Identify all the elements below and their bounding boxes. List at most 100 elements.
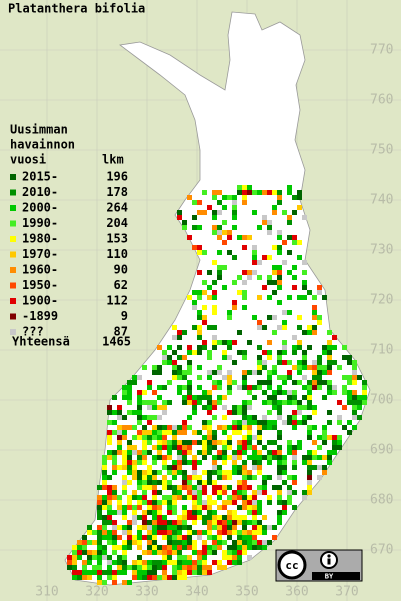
observation-square <box>177 375 182 380</box>
observation-square <box>192 460 197 465</box>
observation-square <box>162 475 167 480</box>
observation-square <box>237 190 242 195</box>
observation-square <box>277 460 282 465</box>
observation-square <box>142 495 147 500</box>
observation-square <box>207 400 212 405</box>
observation-square <box>167 465 172 470</box>
observation-square <box>257 225 262 230</box>
observation-square <box>287 475 292 480</box>
observation-square <box>152 445 157 450</box>
observation-square <box>137 475 142 480</box>
observation-square <box>97 560 102 565</box>
observation-square <box>272 420 277 425</box>
observation-square <box>97 570 102 575</box>
observation-square <box>277 415 282 420</box>
observation-square <box>247 185 252 190</box>
observation-square <box>202 320 207 325</box>
observation-square <box>97 515 102 520</box>
observation-square <box>252 415 257 420</box>
observation-square <box>242 385 247 390</box>
observation-square <box>217 235 222 240</box>
observation-square <box>202 515 207 520</box>
observation-square <box>237 520 242 525</box>
observation-square <box>172 335 177 340</box>
observation-square <box>327 330 332 335</box>
observation-square <box>312 450 317 455</box>
observation-square <box>297 360 302 365</box>
axis-labels: 310 320 330 340 350 360 3706706806907007107207… <box>35 43 393 600</box>
observation-square <box>182 535 187 540</box>
observation-square <box>292 240 297 245</box>
observation-square <box>122 455 127 460</box>
observation-square <box>187 415 192 420</box>
observation-square <box>272 315 277 320</box>
observation-square <box>292 480 297 485</box>
title: Platanthera bifolia <box>8 2 145 16</box>
observation-square <box>102 555 107 560</box>
observation-square <box>252 520 257 525</box>
observation-square <box>232 545 237 550</box>
observation-square <box>187 235 192 240</box>
observation-square <box>217 380 222 385</box>
observation-square <box>247 425 252 430</box>
observation-square <box>232 215 237 220</box>
observation-square <box>197 310 202 315</box>
observation-square <box>242 435 247 440</box>
observation-square <box>92 530 97 535</box>
observation-square <box>167 550 172 555</box>
observation-square <box>282 345 287 350</box>
observation-square <box>212 305 217 310</box>
observation-square <box>187 365 192 370</box>
observation-square <box>122 460 127 465</box>
observation-square <box>177 520 182 525</box>
observation-square <box>207 550 212 555</box>
observation-square <box>197 515 202 520</box>
observation-square <box>192 410 197 415</box>
legend-swatch <box>10 329 16 335</box>
observation-square <box>237 350 242 355</box>
observation-square <box>172 540 177 545</box>
observation-square <box>142 570 147 575</box>
observation-square <box>247 430 252 435</box>
observation-square <box>197 385 202 390</box>
observation-square <box>217 210 222 215</box>
observation-square <box>152 455 157 460</box>
observation-square <box>262 525 267 530</box>
observation-square <box>272 245 277 250</box>
observation-square <box>212 510 217 515</box>
observation-square <box>212 480 217 485</box>
observation-square <box>172 430 177 435</box>
observation-square <box>282 350 287 355</box>
observation-square <box>227 195 232 200</box>
observation-square <box>237 425 242 430</box>
observation-square <box>122 425 127 430</box>
observation-square <box>212 195 217 200</box>
observation-square <box>232 470 237 475</box>
observation-square <box>182 485 187 490</box>
observation-square <box>242 545 247 550</box>
observation-square <box>322 465 327 470</box>
observation-square <box>312 440 317 445</box>
observation-square <box>72 560 77 565</box>
observation-square <box>257 490 262 495</box>
observation-square <box>177 445 182 450</box>
observation-square <box>117 465 122 470</box>
y-label: 770 <box>370 43 393 58</box>
observation-square <box>217 455 222 460</box>
observation-square <box>72 545 77 550</box>
country-outline <box>64 11 371 586</box>
observation-square <box>102 545 107 550</box>
observation-square <box>227 520 232 525</box>
observation-square <box>152 530 157 535</box>
observation-square <box>157 550 162 555</box>
observation-square <box>202 425 207 430</box>
observation-square <box>282 240 287 245</box>
observation-square <box>192 495 197 500</box>
observation-square <box>272 280 277 285</box>
observation-square <box>202 250 207 255</box>
observation-square <box>242 550 247 555</box>
observation-square <box>92 540 97 545</box>
observation-square <box>262 400 267 405</box>
legend-heading: vuosi <box>10 153 46 167</box>
observation-square <box>202 570 207 575</box>
